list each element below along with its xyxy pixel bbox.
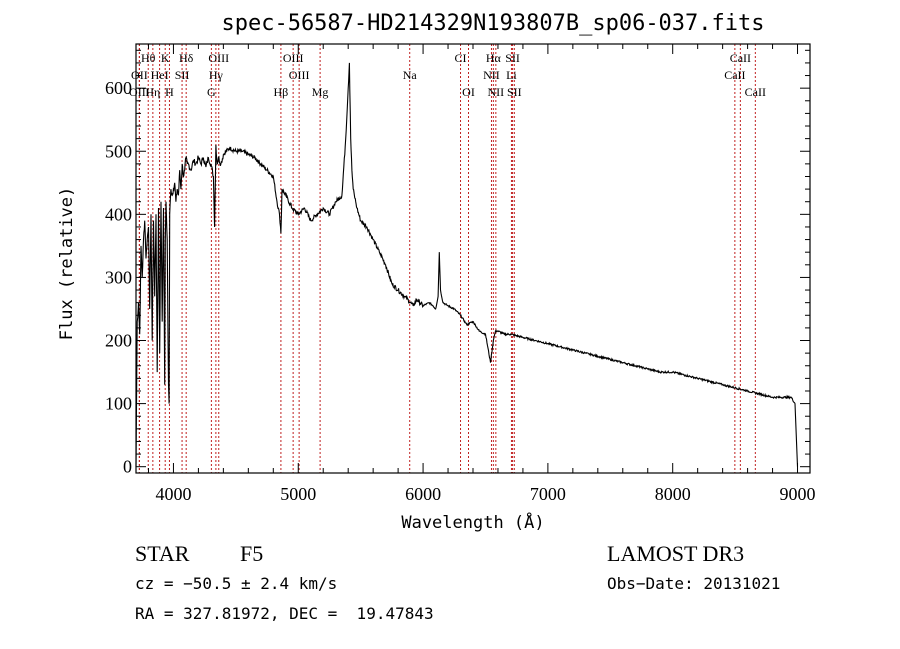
spectral-line-label: Hδ (179, 51, 194, 65)
spectral-line-label: CaII (724, 68, 745, 82)
spectral-lines-layer (138, 44, 756, 473)
y-tick-label: 500 (105, 141, 132, 161)
x-tick-label: 6000 (405, 484, 441, 504)
y-tick-label: 400 (105, 204, 132, 224)
spectral-line-label: NII (483, 68, 500, 82)
spectral-line-label: H (165, 85, 174, 99)
x-tick-label: 7000 (530, 484, 566, 504)
coordinates: RA = 327.81972, DEC = 19.47843 (135, 604, 434, 623)
x-tick-label: 5000 (280, 484, 316, 504)
y-axis-label: Flux (relative) (57, 187, 77, 341)
spectral-line-label: Mg (312, 85, 329, 99)
spectral-line-label: Na (403, 68, 418, 82)
spectral-line-label: SII (505, 51, 520, 65)
spectral-line-label: HeI (151, 68, 169, 82)
spectral-line-label: Hη (145, 85, 160, 99)
x-axis-label: Wavelength (Å) (401, 511, 544, 533)
y-tick-label: 600 (105, 78, 132, 98)
spectral-line-label: OIII (283, 51, 304, 65)
y-tick-label: 200 (105, 331, 132, 351)
x-tick-label: 4000 (155, 484, 191, 504)
spectral-line-label: CaII (730, 51, 751, 65)
chart-title: spec-56587-HD214329N193807B_sp06-037.fit… (221, 11, 764, 36)
x-tick-label: 9000 (780, 484, 816, 504)
spectral-line-label: Hα (486, 51, 502, 65)
object-subclass: F5 (240, 541, 264, 566)
observation-date: Obs−Date: 20131021 (607, 574, 781, 593)
plot-frame (135, 43, 811, 474)
redshift-velocity: cz = −50.5 ± 2.4 km/s (135, 574, 338, 593)
spectral-line-label: Hβ (274, 85, 289, 99)
spectrum-series-line (135, 62, 799, 467)
spectral-line-label: CaII (745, 85, 766, 99)
spectral-line-label: OI (462, 85, 475, 99)
spectral-line-label: OIII (289, 68, 310, 82)
y-tick-label: 100 (105, 394, 132, 414)
y-tick-label: 300 (105, 267, 132, 287)
y-tick-label: 0 (123, 457, 132, 477)
spectral-line-label: CI (455, 51, 467, 65)
survey-name: LAMOST DR3 (607, 541, 745, 566)
spectral-line-label: Li (506, 68, 517, 82)
spectral-line-label: OIII (208, 51, 229, 65)
spectral-line-label: Hγ (209, 68, 224, 82)
spectral-line-label: SII (507, 85, 522, 99)
spectral-line-label: Hθ (141, 51, 156, 65)
spectral-line-label: SII (175, 68, 190, 82)
object-class: STAR (135, 541, 190, 566)
x-tick-label: 8000 (655, 484, 691, 504)
spectral-line-label: G (207, 85, 216, 99)
spectral-line-label: NII (488, 85, 505, 99)
spectral-line-label: K (161, 51, 170, 65)
spectral-line-label: OII (131, 68, 148, 82)
axis-ticks: 4000 5000 6000 7000 8000 9000 0 100 200 300 400 500… (105, 44, 816, 504)
